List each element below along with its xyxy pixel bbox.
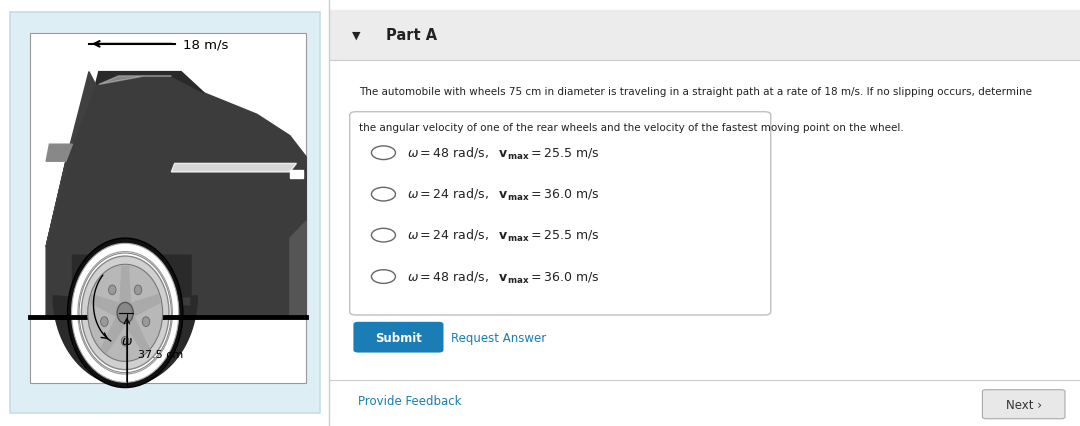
Text: Submit: Submit: [375, 331, 422, 344]
FancyBboxPatch shape: [350, 112, 771, 315]
Circle shape: [117, 302, 133, 324]
Polygon shape: [99, 77, 172, 85]
Polygon shape: [120, 267, 131, 302]
Text: ▼: ▼: [352, 30, 361, 40]
Circle shape: [71, 244, 179, 383]
Text: 18 m/s: 18 m/s: [183, 38, 228, 51]
Text: $\omega = 24\ \mathrm{rad/s,}\ \ \mathbf{v}_{\mathbf{max}} = 36.0\ \mathrm{m/s}$: $\omega = 24\ \mathrm{rad/s,}\ \ \mathbf…: [407, 187, 600, 203]
FancyBboxPatch shape: [29, 34, 307, 383]
FancyBboxPatch shape: [10, 13, 320, 413]
FancyBboxPatch shape: [329, 11, 1080, 60]
Polygon shape: [95, 72, 204, 94]
Text: $\omega = 48\ \mathrm{rad/s,}\ \ \mathbf{v}_{\mathbf{max}} = 25.5\ \mathrm{m/s}$: $\omega = 48\ \mathrm{rad/s,}\ \ \mathbf…: [407, 145, 600, 161]
Text: $\omega = 48\ \mathrm{rad/s,}\ \ \mathbf{v}_{\mathbf{max}} = 36.0\ \mathrm{m/s}$: $\omega = 48\ \mathrm{rad/s,}\ \ \mathbf…: [407, 269, 600, 285]
Circle shape: [372, 229, 395, 242]
Text: the angular velocity of one of the rear wheels and the velocity of the fastest m: the angular velocity of one of the rear …: [360, 123, 904, 132]
Text: Request Answer: Request Answer: [451, 331, 546, 344]
Polygon shape: [125, 318, 149, 353]
Text: The automobile with wheels 75 cm in diameter is traveling in a straight path at : The automobile with wheels 75 cm in diam…: [360, 86, 1032, 96]
Polygon shape: [102, 318, 124, 353]
Circle shape: [372, 147, 395, 160]
Text: $\omega = 24\ \mathrm{rad/s,}\ \ \mathbf{v}_{\mathbf{max}} = 25.5\ \mathrm{m/s}$: $\omega = 24\ \mathrm{rad/s,}\ \ \mathbf…: [407, 227, 600, 244]
Polygon shape: [46, 145, 72, 162]
Circle shape: [143, 317, 150, 327]
Circle shape: [87, 265, 163, 362]
Polygon shape: [172, 164, 296, 173]
Polygon shape: [91, 295, 119, 316]
Polygon shape: [53, 256, 198, 386]
Text: Part A: Part A: [386, 28, 436, 43]
Circle shape: [81, 256, 168, 370]
Text: Provide Feedback: Provide Feedback: [357, 394, 461, 407]
FancyBboxPatch shape: [353, 322, 444, 353]
Circle shape: [372, 270, 395, 284]
Circle shape: [134, 285, 141, 295]
Polygon shape: [289, 170, 303, 179]
Circle shape: [121, 337, 129, 346]
Text: $\omega$: $\omega$: [121, 335, 133, 348]
Circle shape: [109, 285, 116, 295]
Text: 37.5 cm: 37.5 cm: [138, 349, 184, 359]
Polygon shape: [132, 295, 160, 316]
Circle shape: [68, 239, 183, 388]
FancyBboxPatch shape: [983, 390, 1065, 419]
Text: Next ›: Next ›: [1005, 398, 1042, 411]
Polygon shape: [46, 77, 307, 317]
Circle shape: [100, 317, 108, 327]
Polygon shape: [289, 222, 307, 317]
Polygon shape: [46, 72, 95, 247]
Circle shape: [372, 188, 395, 201]
